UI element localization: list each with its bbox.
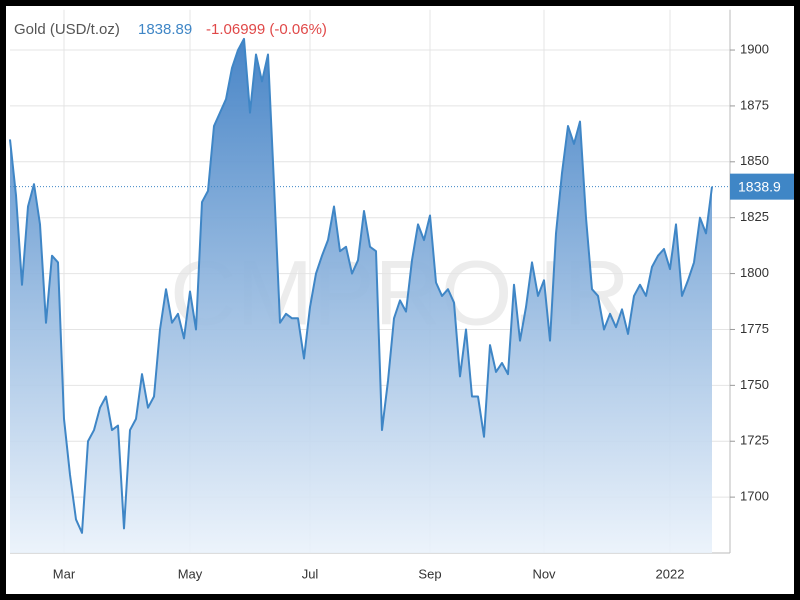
y-tick-label: 1700: [740, 489, 769, 504]
x-tick-label: Mar: [53, 566, 76, 581]
x-tick-label: Nov: [532, 566, 556, 581]
x-tick-label: May: [178, 566, 203, 581]
y-tick-label: 1725: [740, 433, 769, 448]
current-price: 1838.89: [138, 21, 192, 38]
y-tick-label: 1875: [740, 97, 769, 112]
price-line: [9, 37, 713, 534]
y-tick-label: 1825: [740, 209, 769, 224]
chart-title: Gold (USD/t.oz): [14, 21, 120, 38]
x-tick-label: Jul: [302, 566, 319, 581]
y-tick-label: 1850: [740, 153, 769, 168]
y-tick-label: 1750: [740, 377, 769, 392]
x-tick-label: Sep: [418, 566, 441, 581]
y-tick-label: 1800: [740, 265, 769, 280]
price-change: -1.06999 (-0.06%): [206, 21, 327, 38]
current-price-label: 1838.9: [738, 178, 781, 194]
area: [10, 38, 712, 553]
current-price-box: [730, 173, 794, 200]
x-tick-label: 2022: [656, 566, 685, 581]
y-tick-label: 1775: [740, 321, 769, 336]
y-tick-label: 1900: [740, 41, 769, 56]
